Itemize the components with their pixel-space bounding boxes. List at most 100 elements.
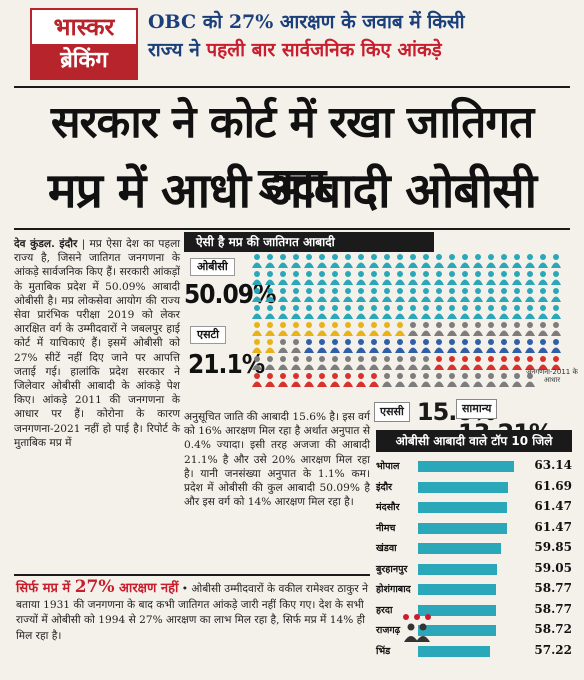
infographic-title: ऐसी है मप्र की जातिगत आबादी — [184, 232, 434, 252]
top10-row: नीमच 61.47 — [376, 518, 572, 539]
other-person-icon — [486, 322, 496, 336]
st-person-icon — [304, 322, 314, 336]
other-person-icon — [382, 356, 392, 370]
district-value: 61.47 — [534, 499, 572, 513]
st-person-icon — [265, 322, 275, 336]
obc-person-icon — [473, 271, 483, 285]
sc-person-icon — [434, 339, 444, 353]
other-person-icon — [408, 322, 418, 336]
obc-person-icon — [551, 271, 561, 285]
other-person-icon — [421, 373, 431, 387]
obc-person-icon — [291, 254, 301, 268]
obc-person-icon — [265, 271, 275, 285]
district-bar — [418, 522, 507, 534]
gen-person-icon — [460, 356, 470, 370]
other-person-icon — [434, 322, 444, 336]
district-name: होशंगाबाद — [376, 584, 411, 595]
obc-person-icon — [343, 271, 353, 285]
obc-person-icon — [343, 288, 353, 302]
obc-person-icon — [512, 288, 522, 302]
obc-person-icon — [356, 288, 366, 302]
district-value: 59.05 — [534, 560, 572, 575]
sc-person-icon — [421, 339, 431, 353]
divider — [14, 228, 570, 230]
district-value: 58.77 — [534, 601, 572, 616]
brand-name: भास्कर — [53, 12, 115, 41]
obc-person-icon — [317, 288, 327, 302]
gen-person-icon — [473, 356, 483, 370]
district-bar — [418, 563, 497, 575]
other-person-icon — [460, 322, 470, 336]
sc-person-icon — [551, 339, 561, 353]
obc-person-icon — [525, 271, 535, 285]
district-name: भोपाल — [376, 461, 400, 472]
other-person-icon — [265, 356, 275, 370]
crowd-icon — [403, 614, 431, 642]
bottom-note-body: • ओबीसी उम्मीदवारों के वकील रामेश्वर ठाक… — [16, 583, 368, 642]
district-bar — [418, 461, 514, 472]
obc-person-icon — [499, 288, 509, 302]
obc-person-icon — [538, 254, 548, 268]
obc-person-icon — [369, 288, 379, 302]
obc-person-icon — [473, 288, 483, 302]
obc-person-icon — [421, 305, 431, 319]
gen-person-icon — [278, 373, 288, 387]
sc-person-icon — [317, 339, 327, 353]
obc-person-icon — [330, 305, 340, 319]
other-person-icon — [447, 322, 457, 336]
gen-person-icon — [447, 356, 457, 370]
district-name: हरदा — [376, 604, 393, 616]
gen-person-icon — [265, 373, 275, 387]
gen-person-icon — [317, 373, 327, 387]
sc-person-icon — [369, 339, 379, 353]
obc-label: ओबीसी — [190, 258, 235, 276]
brand-tag: ब्रेकिंग — [32, 44, 136, 78]
bottom-note-heading: सिर्फ मप्र में 27% आरक्षण नहीं — [16, 577, 179, 597]
st-label: एसटी — [190, 326, 226, 344]
district-name: राजगढ़ — [376, 625, 401, 636]
obc-person-icon — [499, 254, 509, 268]
obc-person-icon — [538, 271, 548, 285]
obc-person-icon — [382, 271, 392, 285]
sc-person-icon — [499, 339, 509, 353]
st-person-icon — [395, 322, 405, 336]
article-body: देव कुंडल. इंदौर | मप्र ऐसा देश का पहला … — [14, 238, 180, 449]
st-person-icon — [317, 322, 327, 336]
other-person-icon — [499, 373, 509, 387]
other-person-icon — [473, 322, 483, 336]
obc-person-icon — [486, 271, 496, 285]
obc-person-icon — [330, 254, 340, 268]
obc-person-icon — [473, 305, 483, 319]
other-person-icon — [421, 356, 431, 370]
district-name: भिंड — [376, 645, 391, 657]
obc-person-icon — [512, 305, 522, 319]
obc-person-icon — [252, 288, 262, 302]
gen-person-icon — [330, 373, 340, 387]
obc-person-icon — [356, 254, 366, 268]
obc-person-icon — [382, 305, 392, 319]
main-headline-line2: मप्र में आधी आबादी ओबीसी — [47, 163, 537, 219]
population-people-chart — [252, 254, 561, 387]
obc-person-icon — [317, 305, 327, 319]
other-person-icon — [369, 356, 379, 370]
obc-person-icon — [460, 271, 470, 285]
gen-person-icon — [369, 373, 379, 387]
sc-person-icon — [395, 339, 405, 353]
sc-person-icon — [356, 339, 366, 353]
obc-person-icon — [434, 271, 444, 285]
obc-person-icon — [369, 305, 379, 319]
gen-person-icon — [343, 373, 353, 387]
obc-person-icon — [304, 305, 314, 319]
main-headline-line1: सरकार ने कोर्ट में रखा जातिगत डाटा — [50, 97, 534, 210]
sc-label: एससी — [374, 402, 410, 422]
other-person-icon — [525, 373, 535, 387]
top10-row: मंदसौर 61.47 — [376, 497, 572, 518]
other-person-icon — [304, 356, 314, 370]
top10-row: खंडवा 59.85 — [376, 538, 572, 559]
gen-person-icon — [304, 373, 314, 387]
obc-person-icon — [395, 305, 405, 319]
district-bar — [418, 584, 496, 595]
obc-person-icon — [434, 305, 444, 319]
obc-person-icon — [343, 254, 353, 268]
